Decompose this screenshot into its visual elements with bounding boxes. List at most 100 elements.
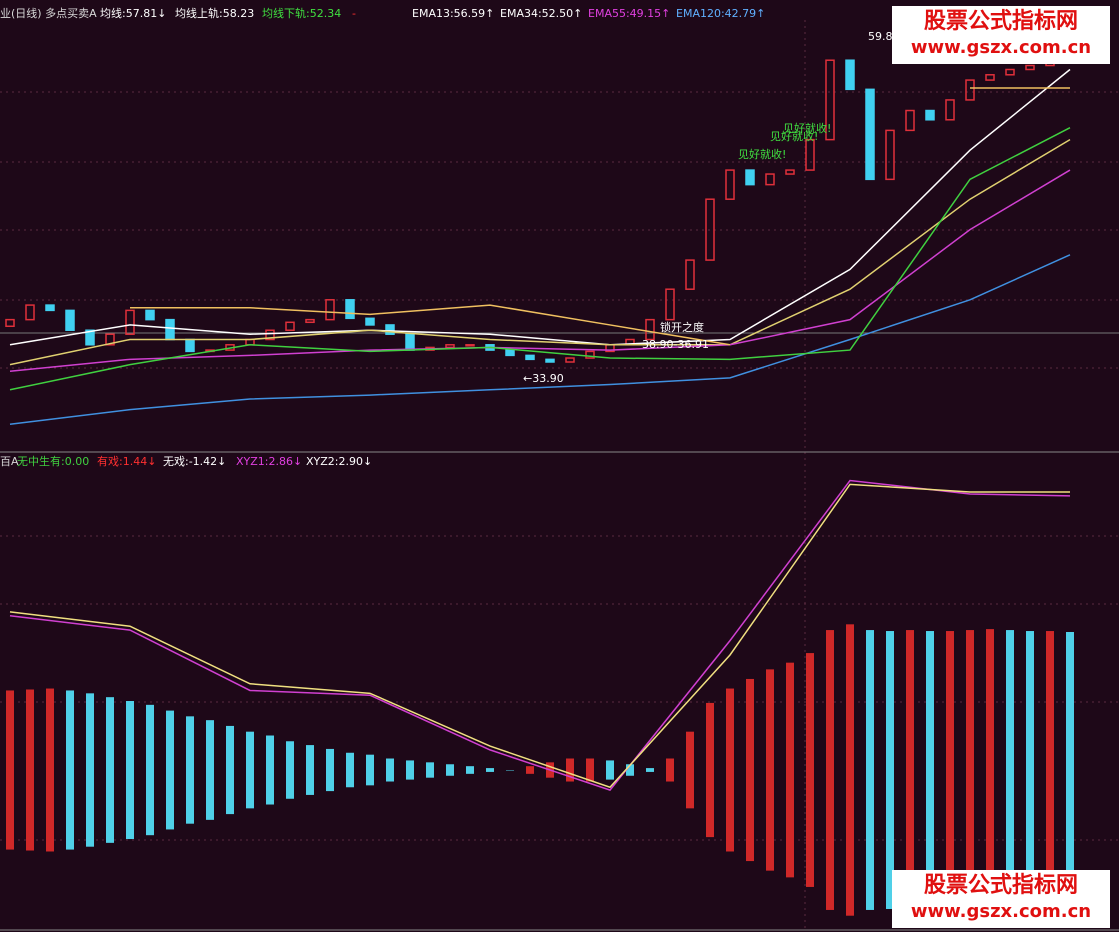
watermark: 股票公式指标网 [924, 872, 1078, 898]
candle-body [1025, 64, 1035, 71]
candle-body [185, 338, 195, 353]
candle-body [385, 324, 395, 335]
indicator-line [9, 127, 1071, 391]
candle-body [365, 317, 375, 326]
watermark: www.gszx.com.cn [911, 901, 1091, 922]
indicator-line [9, 169, 1071, 373]
histogram-bar [106, 697, 114, 843]
header-label: 均线:57.81↓ [100, 6, 166, 20]
histogram-bar [706, 702, 714, 838]
histogram-bar [426, 762, 434, 778]
histogram-bar [126, 701, 134, 840]
candle-body [825, 59, 835, 141]
candle-body [105, 333, 115, 346]
candle-body [805, 138, 815, 171]
histogram-bar [786, 662, 794, 878]
grid [0, 20, 1119, 930]
header-label: EMA55:49.15↑ [588, 7, 670, 20]
header-label: XYZ2:2.90↓ [306, 455, 372, 468]
indicator-line [9, 254, 1071, 425]
histogram-bar [46, 688, 54, 852]
annotation: 锁开之度 [660, 320, 704, 334]
histogram-bar [146, 704, 154, 836]
candle-body [705, 198, 715, 261]
histogram-bar [806, 653, 814, 887]
watermark: www.gszx.com.cn [911, 37, 1091, 58]
candle-body [1005, 68, 1015, 76]
annotation: 见好就收! [770, 129, 818, 143]
histogram-bar [666, 758, 674, 782]
histogram-bar [626, 764, 634, 776]
candle-body [945, 99, 955, 121]
candle-body [445, 344, 455, 349]
histogram-bar [906, 630, 914, 910]
header-label: EMA34:52.50↑ [500, 7, 582, 20]
histogram-bar [86, 693, 94, 847]
histogram-bar [166, 710, 174, 830]
histogram-bar [1046, 631, 1054, 909]
histogram-bar [746, 678, 754, 862]
candle-body [325, 299, 335, 321]
candle-body [85, 329, 95, 346]
histogram-bar [866, 630, 874, 910]
header-label: 业(日线) 多点买卖A [0, 6, 97, 20]
histogram-bar [486, 768, 494, 772]
watermark-box [892, 6, 1110, 64]
watermarks: 股票公式指标网 www.gszx.com.cn 股票公式指标网 www.gszx… [892, 6, 1110, 928]
candle-body [265, 329, 275, 341]
histogram-bar [946, 631, 954, 909]
header-label: 百A [0, 455, 19, 468]
histogram-bar [606, 760, 614, 780]
histogram-bar [586, 758, 594, 782]
histogram-bar [566, 758, 574, 782]
header-label: 无中生有:0.00 [17, 454, 89, 468]
header-label: 有戏:1.44↓ [97, 454, 156, 468]
candle-body [345, 299, 355, 320]
candle-body [45, 304, 55, 312]
indicator-line [9, 483, 1070, 789]
candle-body [545, 358, 555, 363]
candle-body [905, 109, 915, 132]
candle-body [745, 169, 755, 186]
histogram-bar [686, 731, 694, 809]
candle-body [865, 88, 875, 181]
watermark-box [892, 870, 1110, 928]
header-label: EMA120:42.79↑ [676, 7, 765, 20]
annotation: 见好就收! [783, 121, 831, 135]
histogram-bar [986, 629, 994, 911]
indicator-line [130, 87, 1070, 346]
histogram-bar [6, 690, 14, 850]
histogram-bar [66, 690, 74, 850]
candle-body [785, 169, 795, 175]
histogram-bar [766, 669, 774, 871]
header-label: 均线上轨:58.23 [175, 6, 254, 20]
candle-body [525, 354, 535, 361]
indicator-line [9, 138, 1071, 366]
indicator-line [9, 479, 1071, 792]
candle-body [505, 349, 515, 357]
candle-body [165, 318, 175, 341]
annotation: ←33.90 [523, 372, 564, 385]
histogram-bar [646, 768, 654, 772]
candle-body [565, 357, 575, 363]
annotation: 59.81 [868, 30, 900, 43]
histogram-bar [886, 631, 894, 909]
candle-body [5, 318, 15, 328]
histogram-bar [226, 725, 234, 815]
candle-body [845, 59, 855, 91]
candle-body [965, 79, 975, 101]
header-label: 无戏:-1.42↓ [163, 455, 226, 468]
candle-body [765, 173, 775, 186]
candle-body [25, 304, 35, 321]
candle-body [125, 309, 135, 335]
candle-body [685, 259, 695, 290]
histogram-bar [406, 760, 414, 780]
candle-body [405, 333, 415, 351]
histogram-bar [526, 766, 534, 774]
header-label: XYZ1:2.86↓ [236, 455, 302, 468]
histogram-bar [326, 748, 334, 792]
histogram-bar [266, 735, 274, 805]
histogram-bar [1006, 630, 1014, 910]
